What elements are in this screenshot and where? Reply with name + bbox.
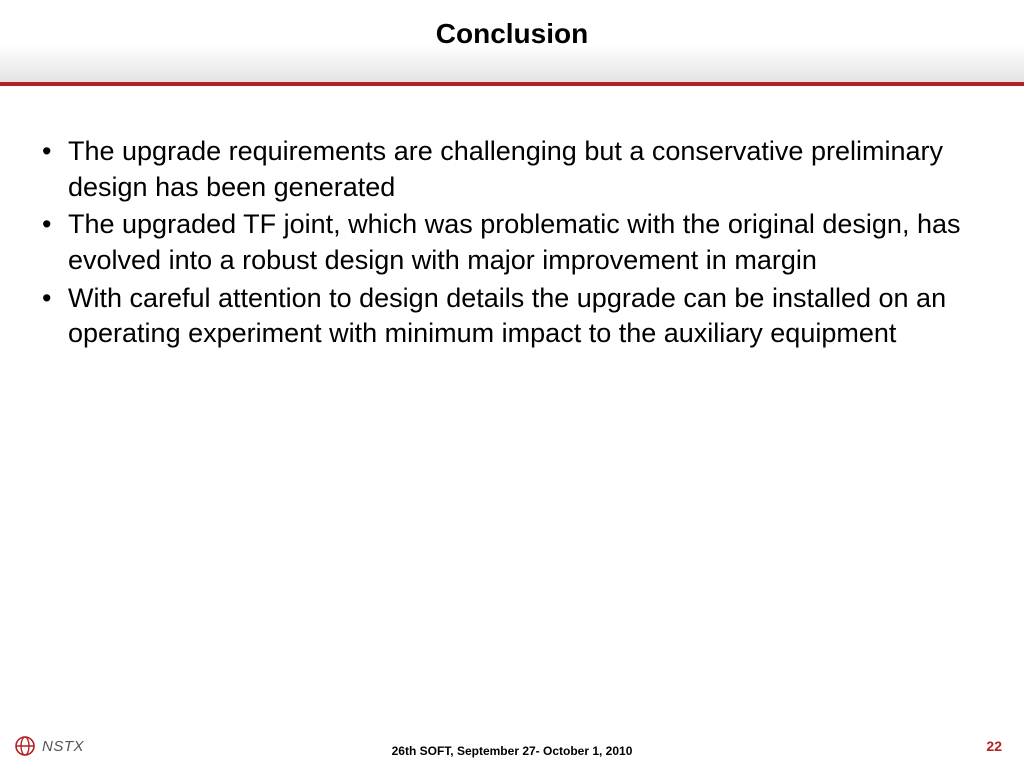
footer-left: NSTX [14, 735, 84, 757]
bullet-item: With careful attention to design details… [30, 281, 994, 352]
slide-title: Conclusion [0, 0, 1024, 50]
footer: NSTX 26th SOFT, September 27- October 1,… [0, 732, 1024, 768]
bullet-list: The upgrade requirements are challenging… [30, 134, 994, 352]
nstx-logo-icon [14, 735, 36, 757]
header-area: Conclusion [0, 0, 1024, 82]
content-area: The upgrade requirements are challenging… [0, 86, 1024, 374]
bullet-item: The upgrade requirements are challenging… [30, 134, 994, 205]
footer-event-text: 26th SOFT, September 27- October 1, 2010 [392, 744, 633, 758]
page-number: 22 [986, 738, 1002, 754]
bullet-item: The upgraded TF joint, which was problem… [30, 207, 994, 278]
org-label: NSTX [42, 738, 84, 755]
